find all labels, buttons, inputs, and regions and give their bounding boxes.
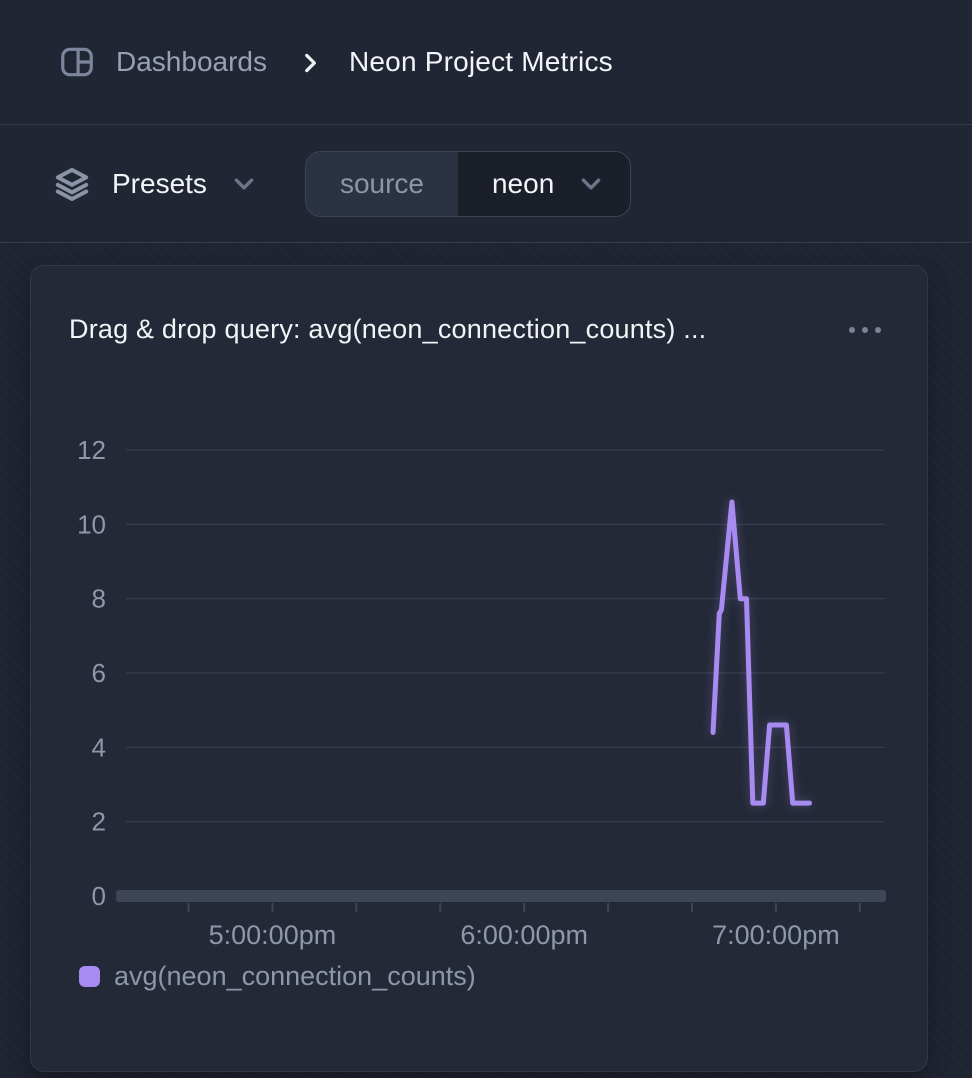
ellipsis-dot-icon (862, 326, 868, 333)
svg-text:2: 2 (92, 807, 106, 837)
widget-header: Drag & drop query: avg(neon_connection_c… (31, 266, 927, 345)
breadcrumb-chevron-right-icon (297, 50, 323, 76)
chevron-down-icon (231, 171, 257, 197)
svg-text:6: 6 (92, 658, 106, 688)
line-chart[interactable]: 0 2 4 6 8 10 12 5:00:00pm 6:00:00pm 7:00:00pm (31, 413, 929, 953)
top-navigation-bar: Dashboards Neon Project Metrics (0, 0, 972, 125)
ellipsis-dot-icon (849, 326, 855, 333)
dashboards-grid-icon (58, 43, 96, 81)
svg-text:5:00:00pm: 5:00:00pm (209, 920, 337, 950)
dashboard-canvas: Drag & drop query: avg(neon_connection_c… (0, 243, 972, 1078)
filter-value-select[interactable]: neon (457, 151, 631, 216)
svg-text:12: 12 (77, 435, 106, 465)
chevron-down-icon (578, 171, 604, 197)
legend-label: avg(neon_connection_counts) (114, 961, 476, 991)
svg-text:10: 10 (77, 509, 106, 539)
svg-text:6:00:00pm: 6:00:00pm (460, 920, 588, 950)
widget-title: Drag & drop query: avg(neon_connection_c… (69, 314, 707, 344)
filter-value-text: neon (491, 167, 555, 199)
svg-text:0: 0 (92, 881, 106, 911)
svg-text:8: 8 (92, 584, 106, 614)
svg-text:4: 4 (92, 732, 106, 762)
layers-icon (52, 164, 92, 204)
toolbar: Presets source neon (0, 125, 972, 243)
presets-label: Presets (112, 167, 207, 199)
chart-legend-item[interactable]: avg(neon_connection_counts) (31, 953, 927, 992)
chart-widget-card: Drag & drop query: avg(neon_connection_c… (30, 265, 928, 1072)
page-title: Neon Project Metrics (348, 46, 613, 77)
legend-swatch (79, 966, 100, 987)
svg-text:7:00:00pm: 7:00:00pm (712, 920, 840, 950)
breadcrumb-dashboards-link[interactable]: Dashboards (116, 46, 267, 77)
presets-button[interactable]: Presets (52, 164, 257, 204)
more-options-button[interactable] (847, 321, 883, 339)
source-filter-control[interactable]: source neon (304, 150, 632, 217)
ellipsis-dot-icon (875, 326, 881, 333)
filter-key-label[interactable]: source (305, 151, 458, 216)
